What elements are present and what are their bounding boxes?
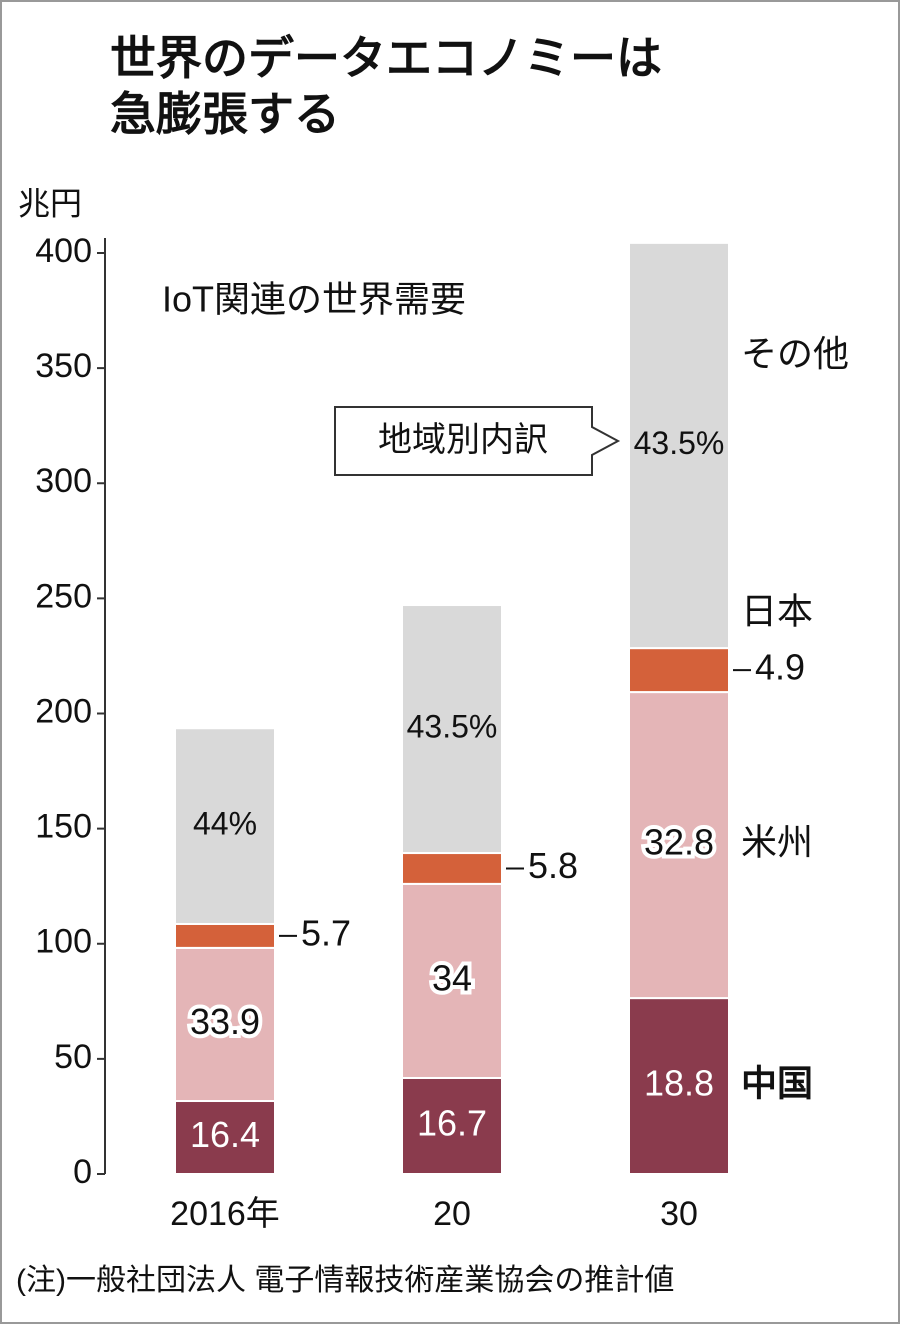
series-label: 日本 — [741, 591, 813, 632]
value-label: 16.4 — [190, 1114, 260, 1155]
bar-segment — [401, 604, 503, 855]
value-label: 33.9 — [190, 1001, 260, 1042]
value-label: 4.9 — [755, 647, 805, 688]
bar-segment — [174, 727, 276, 925]
value-label: 43.5% — [634, 425, 725, 461]
bar-segment — [174, 946, 276, 1103]
series-label: 米州 — [741, 822, 813, 863]
value-label: 5.8 — [528, 845, 578, 886]
note: (注)一般社団法人 電子情報技術産業協会の推計値 — [16, 1264, 674, 1297]
bar-segment — [628, 241, 730, 650]
y-tick-label: 100 — [35, 923, 92, 961]
chart-title: 急膨張する — [110, 88, 340, 140]
y-tick-label: 0 — [73, 1153, 92, 1191]
bar-segment — [401, 882, 503, 1079]
chart-title: 世界のデータエコノミーは — [110, 32, 662, 84]
value-label: 18.8 — [644, 1063, 714, 1104]
y-tick-label: 50 — [54, 1038, 92, 1076]
x-tick-label: 2016年 — [170, 1195, 280, 1233]
callout: 地域別内訳 — [378, 421, 548, 459]
y-unit: 兆円 — [18, 185, 82, 221]
bar-segment — [628, 997, 730, 1175]
value-label: 5.7 — [301, 912, 351, 953]
x-tick-label: 20 — [433, 1195, 471, 1233]
bar-segment — [174, 1100, 276, 1175]
bar-segment — [401, 852, 503, 885]
y-tick-label: 250 — [35, 577, 92, 615]
y-tick-label: 200 — [35, 692, 92, 730]
subtitle: IoT関連の世界需要 — [162, 279, 466, 320]
bar-segment — [174, 922, 276, 949]
bar-segment — [628, 691, 730, 1000]
y-tick-label: 300 — [35, 462, 92, 500]
y-tick-label: 150 — [35, 808, 92, 846]
series-label: その他 — [741, 333, 849, 374]
bar-segment — [628, 647, 730, 694]
callout-box — [334, 406, 621, 476]
y-tick-label: 400 — [35, 232, 92, 270]
value-label: 32.8 — [644, 822, 714, 863]
value-label: 34 — [432, 957, 472, 998]
y-tick-label: 350 — [35, 347, 92, 385]
x-tick-label: 30 — [660, 1195, 698, 1233]
value-label: 43.5% — [407, 708, 498, 744]
value-label: 16.7 — [417, 1103, 487, 1144]
value-label: 44% — [193, 806, 257, 842]
bar-segment — [401, 1076, 503, 1175]
series-label: 中国 — [741, 1063, 813, 1104]
